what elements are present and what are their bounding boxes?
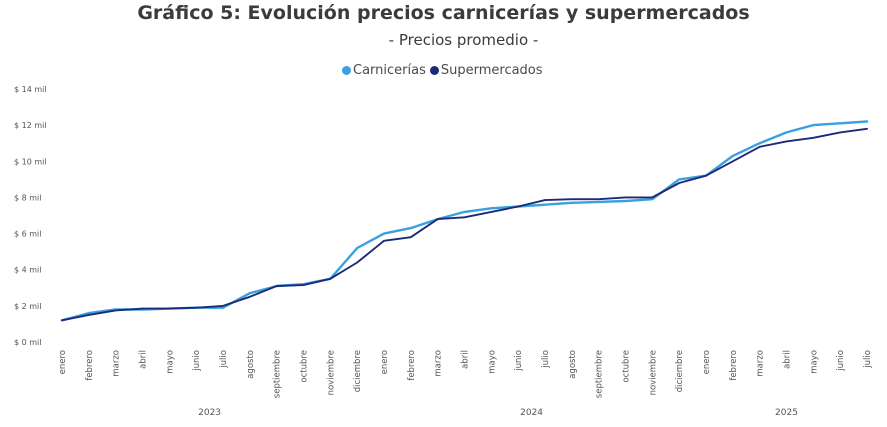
x-tick-label: abril <box>783 350 793 369</box>
y-tick-label: $ 0 mil <box>14 338 42 347</box>
y-tick-label: $ 14 mil <box>14 85 47 94</box>
x-tick-label: mayo <box>487 350 497 374</box>
x-tick-label: agosto <box>568 350 578 379</box>
legend-label-carnicerias: Carnicerías <box>353 63 426 78</box>
year-label: 2024 <box>520 408 543 418</box>
x-tick-label: marzo <box>756 350 766 377</box>
chart-title: Gráfico 5: Evolución precios carnicerías… <box>137 2 750 24</box>
x-tick-label: mayo <box>165 350 175 374</box>
x-tick-label: febrero <box>407 350 417 381</box>
year-label: 2023 <box>198 408 221 418</box>
y-tick-label: $ 10 mil <box>14 157 47 166</box>
y-tick-label: $ 6 mil <box>14 230 42 239</box>
series-line-supermercados <box>61 127 868 322</box>
x-tick-label: diciembre <box>675 350 685 392</box>
x-tick-label: enero <box>380 350 390 374</box>
x-tick-label: diciembre <box>353 350 363 392</box>
x-tick-label: febrero <box>729 350 739 381</box>
x-tick-label: noviembre <box>326 350 336 395</box>
x-tick-label: octubre <box>300 350 310 383</box>
x-tick-label: septiembre <box>273 350 283 398</box>
series-line-carniceras <box>60 120 869 322</box>
x-tick-label: abril <box>139 350 149 369</box>
legend-marker-supermercados <box>429 66 439 75</box>
x-tick-label: julio <box>863 350 873 369</box>
x-tick-label: mayo <box>809 350 819 374</box>
legend-item-carnicerias: Carnicerías <box>342 63 426 78</box>
x-tick-label: junio <box>514 350 524 372</box>
legend-label-supermercados: Supermercados <box>440 63 543 78</box>
y-tick-label: $ 12 mil <box>14 121 47 130</box>
legend-marker-carnicerias <box>342 66 351 75</box>
x-tick-label: septiembre <box>595 350 605 398</box>
x-tick-label: marzo <box>434 350 444 377</box>
chart-subtitle: - Precios promedio - <box>388 31 539 49</box>
x-tick-label: junio <box>836 350 846 372</box>
y-tick-label: $ 2 mil <box>14 302 42 311</box>
x-tick-label: julio <box>541 350 551 369</box>
x-tick-label: abril <box>461 350 471 369</box>
legend: Carnicerías Supermercados <box>342 63 547 78</box>
x-tick-label: agosto <box>246 350 256 379</box>
x-tick-label: enero <box>702 350 712 374</box>
x-tick-label: febrero <box>85 350 95 381</box>
x-tick-label: marzo <box>112 350 122 377</box>
legend-item-supermercados: Supermercados <box>429 63 543 78</box>
x-tick-label: noviembre <box>648 350 658 395</box>
x-tick-label: julio <box>219 350 229 369</box>
x-tick-label: octubre <box>622 350 632 383</box>
x-tick-label: enero <box>58 350 68 374</box>
year-label: 2025 <box>775 408 798 418</box>
y-tick-label: $ 4 mil <box>14 266 42 275</box>
y-tick-label: $ 8 mil <box>14 193 42 202</box>
x-tick-label: junio <box>192 350 202 372</box>
